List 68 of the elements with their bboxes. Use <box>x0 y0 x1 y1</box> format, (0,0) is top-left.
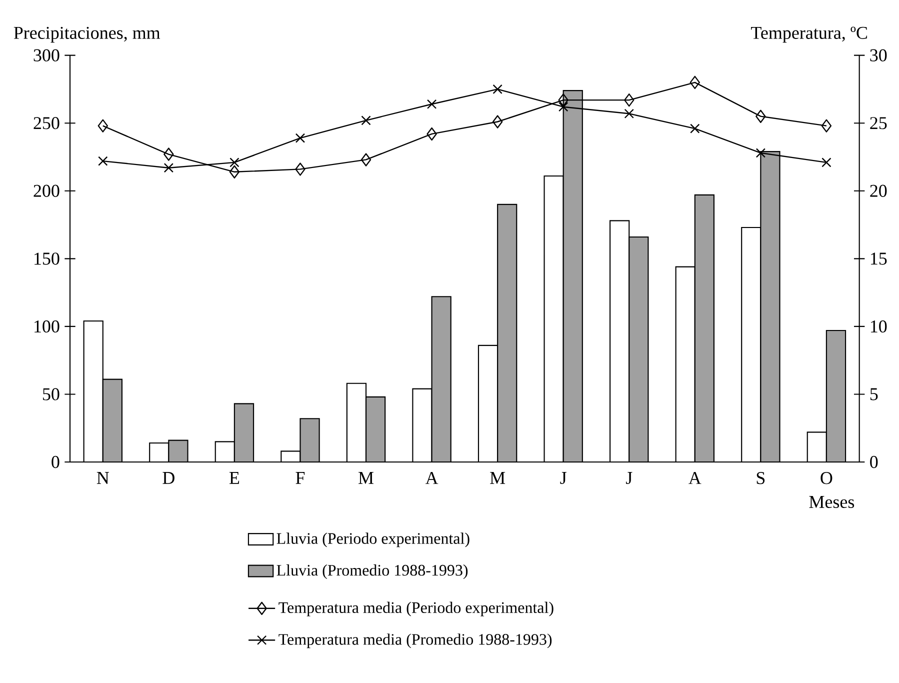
y2-tick-label: 5 <box>870 388 878 400</box>
y2-tick-label: 30 <box>870 49 887 62</box>
y-tick-label: 300 <box>34 49 60 62</box>
x-tick-label: N <box>96 472 109 484</box>
point <box>492 84 502 94</box>
y2-tick-label: 10 <box>870 320 887 333</box>
bar <box>102 379 122 462</box>
y2-tick-label: 0 <box>870 456 878 468</box>
y2-tick-label: 25 <box>870 117 887 130</box>
y-axis-title: Precipitaciones, mm <box>14 26 160 43</box>
point <box>295 162 306 176</box>
point <box>624 93 634 107</box>
point <box>558 102 568 112</box>
point <box>492 115 503 128</box>
y-tick-label: 200 <box>34 184 60 197</box>
y-tick-label: 100 <box>34 320 60 333</box>
bar <box>432 296 451 462</box>
y2-tick-label: 15 <box>870 252 887 265</box>
point <box>624 108 634 118</box>
point <box>690 76 700 90</box>
legend-label: Temperatura media (Periodo experimental) <box>278 602 554 616</box>
y-tick-label: 250 <box>34 117 60 130</box>
point <box>98 119 108 132</box>
point <box>229 165 240 179</box>
y-tick-label: 150 <box>34 252 60 265</box>
x-tick-label: D <box>162 472 174 484</box>
bar <box>366 396 386 462</box>
x-tick-label: A <box>425 472 438 484</box>
point <box>361 116 371 126</box>
y-tick-label: 50 <box>43 388 60 400</box>
point <box>690 124 700 134</box>
x-tick-label: A <box>688 472 702 484</box>
point <box>426 127 437 141</box>
y2-tick-label: 20 <box>870 184 887 197</box>
y-tick-label: 0 <box>52 456 60 468</box>
point <box>360 153 372 166</box>
point <box>558 93 568 107</box>
point <box>164 163 174 173</box>
legend-label: Temperatura media (Promedio 1988-1993) <box>278 634 552 648</box>
bar <box>498 204 517 462</box>
y2-axis-title: Temperatura, ºC <box>751 26 867 43</box>
bar <box>826 330 846 462</box>
bar <box>760 152 780 462</box>
point <box>164 148 174 161</box>
x-axis-title: Meses <box>809 496 854 508</box>
point <box>230 158 240 168</box>
point <box>822 158 832 168</box>
bar <box>629 236 648 462</box>
bar <box>300 418 320 462</box>
x-tick-label: S <box>756 472 765 484</box>
x-tick-label: M <box>490 472 506 484</box>
bar <box>563 90 582 462</box>
x-tick-label: O <box>820 472 832 484</box>
x-tick-label: J <box>626 472 632 484</box>
point <box>98 156 108 166</box>
point <box>756 110 766 123</box>
bar <box>694 194 714 462</box>
x-tick-label: J <box>560 472 566 484</box>
x-tick-label: E <box>229 472 240 484</box>
x-tick-label: F <box>296 472 305 484</box>
legend-label: Lluvia (Periodo experimental) <box>276 532 470 548</box>
bar <box>234 404 254 462</box>
point <box>756 148 766 158</box>
x-tick-label: M <box>358 472 374 484</box>
legend-label: Lluvia (Promedio 1988-1993) <box>276 564 468 579</box>
point <box>821 119 832 132</box>
point <box>426 99 437 109</box>
point <box>295 133 306 143</box>
